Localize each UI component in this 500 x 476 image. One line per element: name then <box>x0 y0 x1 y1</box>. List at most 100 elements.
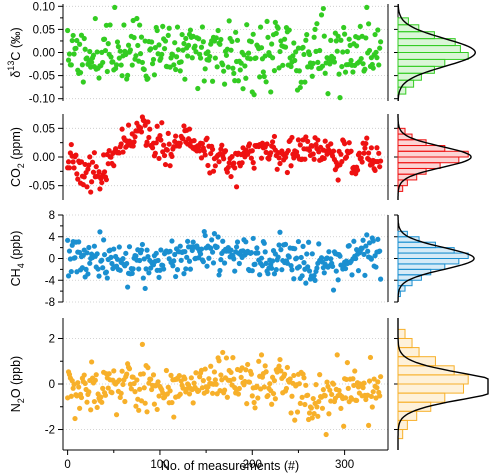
data-point <box>156 393 162 399</box>
data-point <box>209 390 216 396</box>
data-point <box>118 390 124 396</box>
data-point <box>352 368 358 374</box>
data-point <box>264 141 270 147</box>
data-point <box>66 248 73 254</box>
data-point <box>269 55 276 61</box>
data-point <box>286 27 292 33</box>
data-point <box>97 229 103 235</box>
data-point <box>133 253 139 259</box>
data-point <box>163 367 170 374</box>
data-point <box>89 59 95 65</box>
data-point <box>87 154 93 160</box>
data-point <box>117 394 123 401</box>
data-point <box>261 73 267 80</box>
data-point <box>224 169 230 175</box>
data-point <box>161 46 168 52</box>
data-point <box>368 145 374 151</box>
data-point <box>296 264 302 270</box>
histogram-bar <box>397 230 408 238</box>
data-point <box>362 272 368 278</box>
data-point <box>149 386 155 393</box>
data-point <box>257 74 263 80</box>
data-point <box>69 37 75 44</box>
data-point <box>311 34 317 40</box>
data-point <box>269 41 275 47</box>
data-point <box>246 141 253 147</box>
data-point <box>118 141 124 147</box>
data-point <box>269 401 275 407</box>
data-point <box>224 394 230 400</box>
data-point <box>217 41 223 47</box>
data-point <box>245 361 251 368</box>
data-point <box>298 254 304 261</box>
data-point <box>214 244 220 250</box>
data-point <box>319 405 326 411</box>
data-point <box>283 385 290 392</box>
y-tick-label: -8 <box>45 297 55 309</box>
data-point <box>108 54 114 60</box>
data-point <box>204 388 210 394</box>
data-point <box>374 55 380 61</box>
data-point <box>375 236 381 242</box>
data-point <box>305 264 311 270</box>
data-point <box>364 4 370 10</box>
data-point <box>296 68 302 74</box>
histogram-bar <box>397 383 465 394</box>
data-point <box>138 247 145 253</box>
data-point <box>126 244 133 250</box>
data-point <box>149 39 155 45</box>
data-point <box>84 399 90 405</box>
data-point <box>366 378 373 384</box>
data-point <box>75 380 81 386</box>
data-point <box>80 79 86 85</box>
data-point <box>334 48 340 54</box>
data-point <box>178 257 184 263</box>
data-point <box>308 405 314 411</box>
data-point <box>187 266 194 272</box>
data-point <box>372 31 378 38</box>
data-point <box>125 284 131 290</box>
data-point <box>302 79 308 85</box>
data-point <box>360 385 366 391</box>
data-point <box>284 260 290 266</box>
data-point <box>320 387 326 393</box>
data-point <box>120 256 126 262</box>
data-point <box>333 38 339 44</box>
data-point <box>191 138 197 144</box>
data-point <box>249 393 255 399</box>
data-point <box>339 63 345 70</box>
histogram-bar <box>397 139 427 147</box>
histogram-n2o <box>394 318 489 450</box>
data-point <box>210 260 217 266</box>
data-point <box>93 164 99 170</box>
data-point <box>191 380 197 386</box>
data-point <box>137 51 144 57</box>
data-point <box>139 341 146 347</box>
data-point <box>306 147 313 153</box>
data-point <box>154 406 160 413</box>
data-point <box>92 15 98 22</box>
data-point <box>81 174 87 180</box>
data-point <box>290 53 296 59</box>
data-point <box>127 47 134 53</box>
data-point <box>91 150 97 156</box>
data-point <box>314 21 320 27</box>
data-point <box>376 62 382 68</box>
data-point <box>306 410 313 416</box>
data-point <box>75 176 81 182</box>
data-point <box>374 385 380 391</box>
data-point <box>313 382 319 388</box>
data-point <box>358 55 364 62</box>
data-point <box>336 71 342 77</box>
data-point <box>350 376 356 382</box>
data-point <box>289 267 295 273</box>
data-point <box>345 385 351 391</box>
data-point <box>223 52 230 58</box>
data-point <box>229 38 235 45</box>
data-point <box>200 378 206 384</box>
data-point <box>288 163 294 169</box>
x-tick-label: 200 <box>243 459 262 471</box>
data-point <box>301 260 307 266</box>
